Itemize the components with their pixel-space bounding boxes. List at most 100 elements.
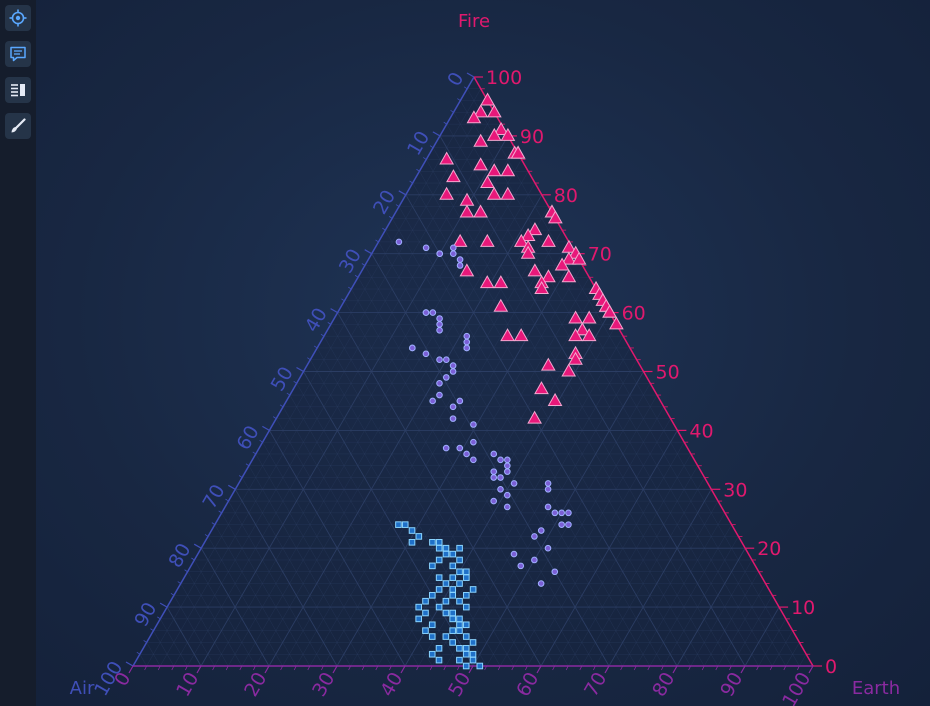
square-marker — [463, 574, 470, 581]
air-minor-tick — [307, 357, 311, 361]
air-minor-tick — [272, 416, 277, 419]
air-minor-tick — [286, 392, 291, 396]
earth-gridline — [622, 500, 719, 667]
triangle-marker — [473, 204, 488, 218]
earth-gridline — [608, 489, 712, 667]
triangle-marker — [480, 175, 495, 189]
square-marker — [435, 544, 443, 552]
circle-marker — [490, 474, 498, 481]
air-gridline — [160, 618, 188, 667]
air-gridline — [241, 477, 351, 667]
triangle-marker — [452, 233, 468, 247]
legend-icon — [11, 84, 25, 97]
square-marker — [462, 621, 470, 629]
square-marker — [435, 603, 443, 611]
circle-marker — [429, 397, 436, 405]
triangle-marker — [527, 263, 543, 277]
earth-tick — [264, 665, 270, 674]
air-tick — [364, 249, 372, 255]
circle-marker — [497, 486, 504, 493]
square-marker — [462, 650, 470, 658]
fire-tick-label: 0 — [825, 656, 837, 678]
earth-minor-tick — [688, 665, 691, 671]
triangle-marker — [486, 163, 502, 177]
square-marker — [449, 586, 457, 593]
earth-minor-tick — [185, 665, 188, 671]
air-gridline — [296, 383, 460, 667]
earth-minor-tick — [389, 665, 392, 671]
earth-tick-label: 60 — [512, 669, 543, 701]
earth-minor-tick — [497, 665, 501, 671]
square-marker — [435, 556, 443, 564]
earth-tick — [604, 665, 610, 674]
earth-tick-label: 20 — [240, 669, 271, 701]
earth-minor-tick — [321, 665, 324, 671]
earth-gridline — [744, 606, 780, 667]
air-gridline — [282, 406, 433, 667]
square-marker — [442, 633, 450, 640]
circle-marker — [531, 556, 538, 564]
circle-marker — [443, 356, 450, 364]
circle-marker — [504, 468, 511, 475]
tooltip-button[interactable] — [5, 41, 31, 67]
circle-marker — [463, 332, 471, 340]
air-tick — [193, 543, 202, 549]
earth-minor-tick — [280, 665, 283, 671]
square-marker — [456, 580, 463, 587]
theme-button[interactable] — [5, 113, 31, 139]
square-marker — [469, 650, 477, 658]
air-tick — [228, 484, 236, 490]
earth-minor-tick — [647, 665, 651, 671]
legend-button[interactable] — [5, 77, 31, 103]
air-minor-tick — [450, 110, 454, 113]
triangle-marker — [534, 381, 549, 395]
square-marker — [449, 639, 456, 646]
square-marker — [408, 527, 416, 534]
air-minor-tick — [341, 298, 345, 302]
square-marker — [456, 627, 463, 634]
earth-minor-tick — [212, 665, 215, 671]
earth-minor-tick — [552, 665, 555, 671]
zoom-extents-button[interactable] — [5, 5, 31, 31]
square-marker — [462, 662, 470, 670]
circle-marker — [517, 562, 525, 570]
fire-tick-label: 60 — [622, 303, 646, 325]
circle-marker — [395, 238, 403, 246]
square-marker — [456, 656, 463, 664]
earth-tick — [808, 665, 814, 674]
air-minor-tick — [259, 439, 263, 443]
air-gridline — [207, 536, 283, 667]
square-marker — [442, 609, 450, 617]
circle-marker — [456, 444, 464, 452]
air-gridline — [194, 559, 256, 667]
air-gridline — [228, 500, 324, 667]
circle-marker — [450, 250, 457, 257]
square-marker — [456, 645, 463, 652]
earth-gridline — [649, 524, 732, 667]
air-minor-tick — [409, 180, 413, 184]
square-marker — [456, 568, 463, 576]
square-marker — [401, 521, 409, 528]
square-marker — [435, 539, 443, 546]
circle-marker — [449, 368, 457, 375]
earth-tick — [672, 665, 678, 674]
earth-gridline — [567, 453, 692, 667]
earth-tick — [400, 665, 406, 674]
earth-gridline — [799, 654, 807, 667]
triangle-marker — [500, 186, 516, 200]
air-minor-tick — [177, 581, 181, 584]
square-marker — [435, 645, 443, 652]
square-marker — [456, 621, 463, 629]
circle-marker — [565, 521, 572, 528]
earth-tick-label: 50 — [444, 669, 475, 701]
square-marker — [456, 615, 463, 623]
air-gridline — [166, 606, 202, 667]
air-gridline — [248, 465, 365, 667]
fire-tick-label: 40 — [689, 420, 713, 442]
triangle-marker — [527, 222, 543, 236]
triangle-marker — [547, 392, 563, 406]
earth-tick — [536, 665, 542, 674]
air-gridline — [180, 583, 229, 667]
air-gridline — [344, 300, 555, 667]
earth-minor-tick — [443, 665, 447, 671]
